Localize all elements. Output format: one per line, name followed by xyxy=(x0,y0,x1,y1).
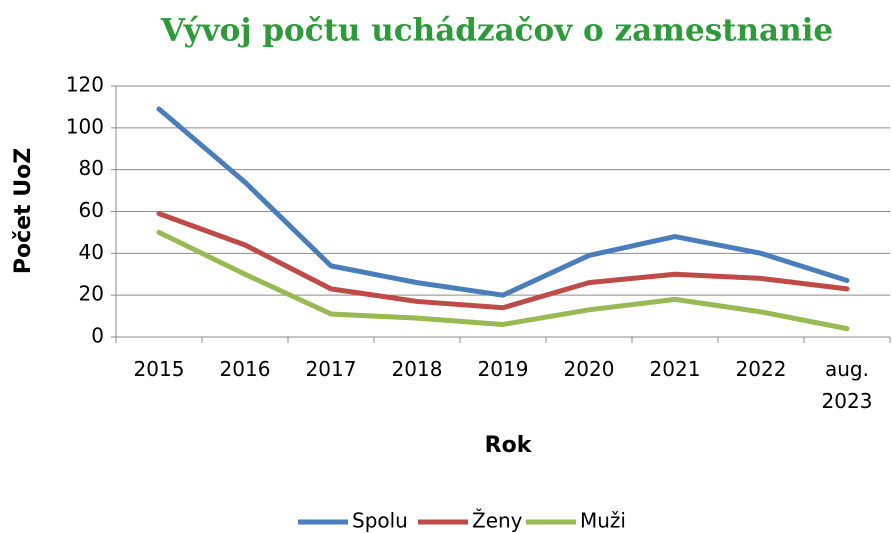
y-tick-label: 120 xyxy=(66,73,104,97)
y-tick-label: 100 xyxy=(66,114,104,138)
x-tick-label: 2016 xyxy=(219,357,271,381)
y-tick-label: 0 xyxy=(91,324,104,348)
y-axis-label: Počet UoZ xyxy=(11,148,36,274)
x-tick-label: 2018 xyxy=(391,357,443,381)
x-tick-label: 2019 xyxy=(477,357,529,381)
x-tick-label: 2015 xyxy=(133,357,185,381)
y-tick-label: 60 xyxy=(79,198,104,222)
line-series xyxy=(156,211,850,311)
x-axis-label: Rok xyxy=(485,433,533,458)
line-series xyxy=(156,106,850,298)
x-tick-label: 2022 xyxy=(735,357,787,381)
x-tick-label: 2021 xyxy=(649,357,701,381)
x-tick-label: 2020 xyxy=(563,357,615,381)
legend-label: Ženy xyxy=(472,509,523,533)
x-tick-label: 2017 xyxy=(305,357,357,381)
legend-label: Spolu xyxy=(352,509,408,533)
y-tick-label: 80 xyxy=(79,156,104,180)
x-tick-label: aug. 2023 xyxy=(821,357,873,413)
legend-label: Muži xyxy=(580,509,626,533)
y-tick-label: 20 xyxy=(79,282,104,306)
line-series xyxy=(156,229,850,332)
y-tick-label: 40 xyxy=(79,240,104,264)
chart-title: Vývoj počtu uchádzačov o zamestnanie xyxy=(160,13,833,49)
